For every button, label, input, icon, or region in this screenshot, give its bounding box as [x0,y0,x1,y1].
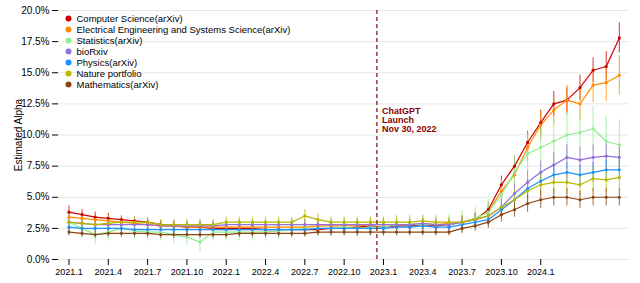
svg-text:Electrical Engineering and Sys: Electrical Engineering and Systems Scien… [77,24,291,35]
svg-text:15.0%: 15.0% [21,67,49,78]
svg-text:2022.1: 2022.1 [212,267,240,277]
svg-text:2021.10: 2021.10 [171,267,204,277]
svg-text:7.5%: 7.5% [27,160,50,171]
svg-text:2021.1: 2021.1 [55,267,83,277]
svg-text:2023.7: 2023.7 [448,267,476,277]
svg-text:10.0%: 10.0% [21,129,49,140]
svg-text:Computer Science(arXiv): Computer Science(arXiv) [77,13,183,24]
svg-text:5.0%: 5.0% [27,191,50,202]
svg-text:Statistics(arXiv): Statistics(arXiv) [77,35,143,46]
svg-text:17.5%: 17.5% [21,36,49,47]
svg-text:2023.1: 2023.1 [370,267,398,277]
svg-text:20.0%: 20.0% [21,5,49,16]
svg-text:2021.7: 2021.7 [134,267,162,277]
svg-text:2022.10: 2022.10 [328,267,361,277]
svg-text:2022.4: 2022.4 [252,267,280,277]
svg-text:2021.4: 2021.4 [95,267,123,277]
svg-text:2023.10: 2023.10 [485,267,518,277]
svg-text:Nature portfolio: Nature portfolio [77,68,142,79]
svg-text:Estimated Alpha: Estimated Alpha [13,98,24,171]
svg-text:Physics(arXiv): Physics(arXiv) [77,57,138,68]
svg-text:2023.4: 2023.4 [409,267,437,277]
svg-text:2022.7: 2022.7 [291,267,319,277]
svg-text:Mathematics(arXiv): Mathematics(arXiv) [77,79,159,90]
svg-text:ChatGPTLaunchNov 30, 2022: ChatGPTLaunchNov 30, 2022 [382,106,437,134]
svg-text:0.0%: 0.0% [27,254,50,265]
svg-text:2.5%: 2.5% [27,223,50,234]
svg-text:2024.1: 2024.1 [527,267,555,277]
svg-text:bioRxiv: bioRxiv [77,46,108,57]
svg-text:12.5%: 12.5% [21,98,49,109]
